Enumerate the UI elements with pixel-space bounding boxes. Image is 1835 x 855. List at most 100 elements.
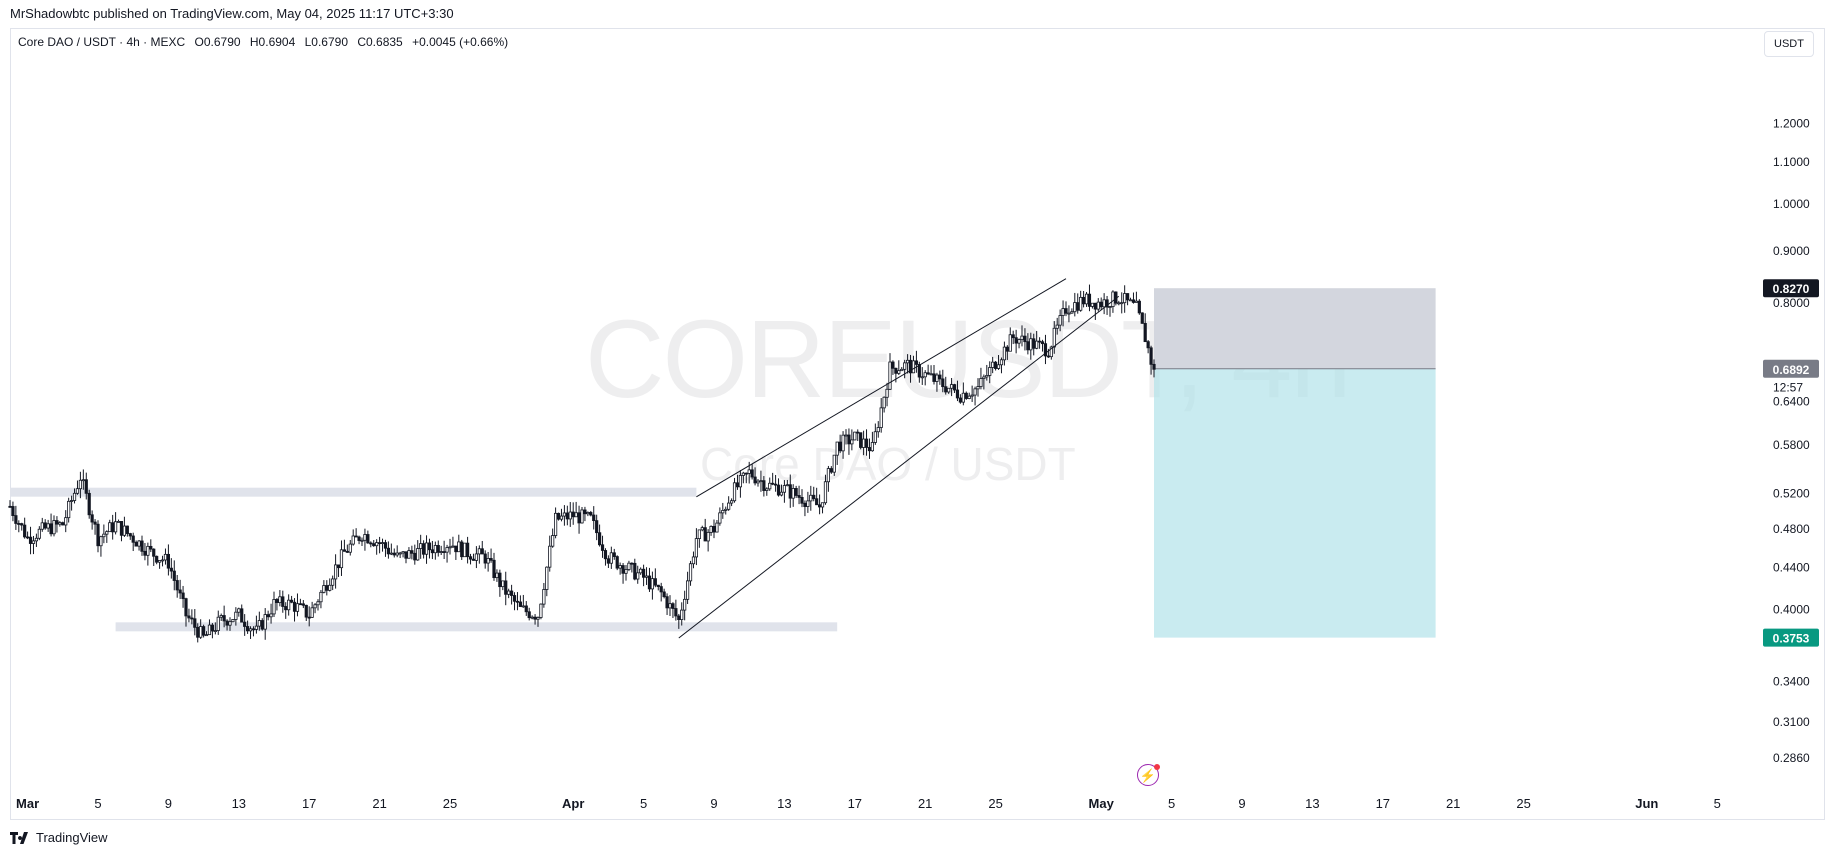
candle-body: [307, 616, 311, 619]
candle-body: [351, 535, 355, 545]
candle-body: [991, 361, 995, 368]
candle-body: [196, 626, 200, 638]
candle-body: [245, 626, 250, 632]
candle-body: [788, 484, 792, 499]
candle-body: [1064, 308, 1068, 314]
candle-body: [237, 608, 241, 613]
candle-body: [78, 479, 82, 490]
candle-body: [128, 533, 132, 537]
take-profit-zone: [1154, 368, 1436, 638]
candle-body: [882, 396, 886, 409]
candle-body: [49, 523, 53, 535]
candle-body: [876, 427, 880, 433]
candle-body: [609, 552, 613, 564]
candle-body: [1090, 302, 1094, 307]
stop-loss-zone: [1154, 288, 1436, 369]
candle-body: [322, 585, 326, 593]
footer-brand[interactable]: TradingView: [10, 828, 108, 848]
candle-body: [105, 531, 109, 535]
candle-body: [850, 439, 854, 445]
candle-body: [947, 387, 951, 393]
candle-body: [375, 542, 379, 547]
candle-body: [691, 556, 696, 565]
candle-body: [163, 553, 168, 561]
candle-body: [216, 616, 220, 631]
candle-body: [169, 567, 173, 572]
candle-body: [624, 569, 628, 574]
candle-body: [190, 617, 194, 620]
candle-body: [583, 509, 587, 515]
candle-body: [146, 545, 150, 556]
candle-body: [536, 617, 540, 620]
candle-body: [501, 580, 505, 588]
candle-body: [1011, 334, 1015, 339]
candle-body: [571, 511, 575, 518]
candle-body: [521, 605, 525, 608]
y-axis-tick-label: 0.4800: [1773, 522, 1810, 536]
candle-body: [298, 603, 303, 606]
candle-body: [835, 441, 839, 456]
candle-body: [864, 438, 869, 448]
candle-body: [709, 525, 713, 533]
candle-body: [1093, 302, 1097, 310]
candle-body: [108, 522, 112, 533]
candle-body: [683, 598, 687, 611]
currency-unit-button[interactable]: USDT: [1764, 31, 1814, 57]
candle-body: [556, 512, 561, 520]
legend-symbol[interactable]: Core DAO / USDT · 4h · MEXC: [18, 35, 186, 49]
candle-body: [70, 500, 74, 502]
candle-body: [703, 527, 707, 542]
candle-body: [421, 543, 426, 555]
candle-body: [618, 565, 622, 569]
candle-body: [155, 555, 159, 563]
support-zone-0: [10, 487, 697, 497]
candle-body: [768, 482, 772, 490]
x-axis-tick-label: 9: [165, 796, 172, 811]
candle-body: [988, 367, 992, 376]
candle-body: [586, 512, 590, 515]
candle-body: [40, 522, 44, 530]
candle-body: [157, 560, 162, 563]
candle-body: [1002, 346, 1007, 361]
candle-body: [99, 536, 103, 547]
candle-body: [794, 488, 798, 496]
candle-body: [803, 502, 807, 507]
candle-body: [656, 584, 660, 587]
candle-body: [759, 480, 763, 483]
candle-body: [328, 584, 332, 591]
candle-body: [1131, 299, 1136, 303]
candle-body: [818, 504, 822, 508]
candle-body: [771, 482, 775, 485]
candle-body: [143, 550, 147, 556]
x-axis-tick-label: 13: [1305, 796, 1319, 811]
candle-body: [292, 601, 297, 612]
candle-body: [735, 482, 740, 488]
x-axis-tick-label: 9: [710, 796, 717, 811]
candle-body: [389, 552, 393, 555]
candle-body: [61, 522, 65, 526]
candle-body: [240, 608, 244, 623]
candle-body: [718, 512, 722, 524]
candle-body: [477, 548, 481, 555]
candle-body: [64, 517, 68, 526]
candle-body: [1123, 293, 1127, 304]
candle-body: [955, 389, 960, 399]
candle-body: [841, 434, 845, 452]
candle-body: [483, 553, 487, 564]
candle-body: [1035, 340, 1039, 349]
entry-price-badge: 0.6892: [1773, 363, 1810, 377]
candle-body: [1038, 340, 1042, 343]
x-axis-tick-label: Apr: [562, 796, 584, 811]
news-bolt-icon[interactable]: ⚡: [1137, 764, 1159, 786]
candle-body: [1052, 327, 1056, 348]
candle-body: [744, 472, 748, 475]
candle-body: [756, 480, 760, 484]
candle-body: [715, 522, 719, 533]
candle-body: [442, 551, 446, 553]
candle-body: [800, 497, 804, 504]
candle-body: [888, 361, 892, 390]
x-axis-tick-label: 25: [443, 796, 457, 811]
candle-body: [448, 546, 452, 549]
candle-body: [489, 558, 493, 561]
